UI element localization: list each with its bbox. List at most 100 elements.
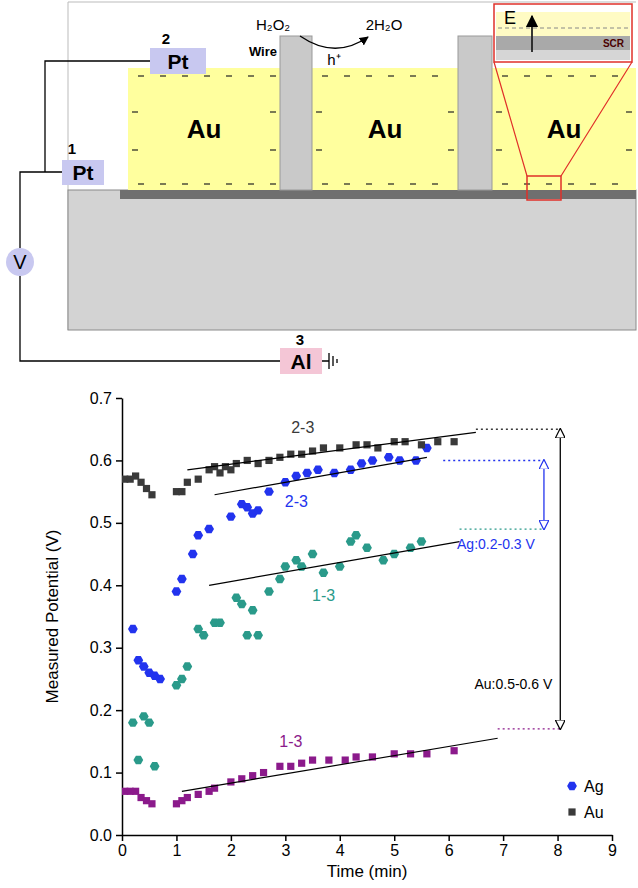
y-tick-mark — [116, 585, 122, 587]
charge — [388, 75, 394, 76]
data-point — [177, 575, 187, 583]
charge — [316, 111, 322, 112]
charge — [432, 183, 438, 184]
data-point — [244, 457, 251, 464]
data-point — [242, 631, 252, 639]
data-point — [368, 456, 378, 464]
x-tick-label: 7 — [499, 842, 508, 859]
legend-label: Au — [584, 804, 604, 821]
level-line — [460, 528, 544, 529]
charge — [344, 75, 350, 76]
data-point — [215, 619, 225, 627]
electrode-label: Pt — [73, 161, 94, 184]
x-tick: 4 — [336, 835, 345, 859]
electrode-number: 2 — [162, 30, 170, 47]
gold-layer — [128, 68, 280, 190]
schematic: AuAuAuWirePt1Pt2Al3VH₂O₂2H₂Oh⁺ESCR — [6, 2, 636, 374]
x-axis: 0123456789 — [118, 835, 617, 859]
gold-layer — [312, 68, 458, 190]
annotation: Au:0.5-0.6 V — [474, 676, 552, 692]
trend-line — [187, 432, 476, 469]
layer-label: Au — [368, 114, 403, 144]
data-point — [128, 625, 138, 633]
data-point — [227, 778, 234, 785]
plot-area — [122, 429, 560, 807]
data-point — [280, 562, 290, 570]
y-axis-title: Measured Potential (V) — [43, 530, 62, 704]
y-tick-mark — [116, 772, 122, 774]
charge — [322, 75, 328, 76]
data-point — [451, 438, 458, 445]
inset-gold — [496, 12, 630, 36]
data-point — [319, 569, 329, 577]
substrate — [68, 190, 636, 330]
data-point — [260, 769, 267, 776]
electrode-pad — [62, 160, 104, 185]
charge — [204, 183, 210, 184]
series — [128, 529, 544, 770]
charge — [448, 111, 454, 112]
data-point — [216, 469, 223, 476]
x-tick-label: 4 — [336, 842, 345, 859]
charge — [226, 75, 232, 76]
surface-charges — [316, 76, 454, 184]
x-axis-line — [123, 835, 613, 837]
charge — [626, 149, 632, 150]
data-point — [144, 718, 154, 726]
data-point — [302, 469, 312, 477]
data-point — [417, 537, 427, 545]
reactant: H₂O₂ — [256, 16, 290, 33]
data-point — [291, 472, 301, 480]
data-point — [423, 750, 430, 757]
y-tick: 0.1 — [90, 764, 122, 781]
x-tick-label: 0 — [118, 842, 127, 859]
series-label: 1-3 — [279, 733, 302, 750]
data-point — [451, 747, 458, 754]
x-tick-mark — [503, 835, 505, 841]
annotation: Ag:0.2-0.3 V — [457, 536, 535, 552]
voltmeter — [6, 248, 34, 276]
data-point — [143, 485, 150, 492]
chart: 01234567890.00.10.20.30.40.50.60.7Time (… — [43, 390, 617, 881]
inset-boundary — [498, 28, 628, 29]
y-tick-label: 0.4 — [90, 577, 112, 594]
series — [122, 429, 560, 498]
charge — [270, 75, 276, 76]
charge — [568, 183, 574, 184]
legend: Ag Au — [567, 778, 603, 821]
data-point — [264, 487, 274, 495]
charge — [344, 183, 350, 184]
series — [122, 729, 560, 808]
level-line — [498, 728, 561, 729]
y-tick-label: 0.1 — [90, 764, 112, 781]
y-tick-label: 0.6 — [90, 452, 112, 469]
data-point — [133, 756, 143, 764]
charge — [270, 149, 276, 150]
charge — [546, 183, 552, 184]
data-point — [204, 525, 214, 533]
data-point — [193, 531, 203, 539]
range-arrow — [543, 460, 544, 529]
y-tick: 0.6 — [90, 452, 122, 469]
charge — [182, 183, 188, 184]
x-tick: 2 — [227, 835, 236, 859]
y-tick-mark — [116, 710, 122, 712]
charge — [132, 111, 138, 112]
charge — [182, 75, 188, 76]
x-tick-mark — [340, 835, 342, 841]
trend-line — [209, 542, 459, 586]
legend-label: Ag — [584, 778, 604, 795]
x-tick: 3 — [281, 835, 290, 859]
data-point — [182, 662, 192, 670]
data-point — [195, 476, 202, 483]
ground — [322, 353, 337, 369]
charge — [590, 183, 596, 184]
y-axis-line — [122, 399, 124, 836]
zoom-box — [527, 176, 561, 200]
x-tick-label: 9 — [608, 842, 617, 859]
charge — [322, 183, 328, 184]
series-label: 2-3 — [285, 493, 308, 510]
data-point — [351, 531, 361, 539]
zoom-lines — [494, 62, 632, 176]
oxide-layer — [120, 190, 636, 199]
